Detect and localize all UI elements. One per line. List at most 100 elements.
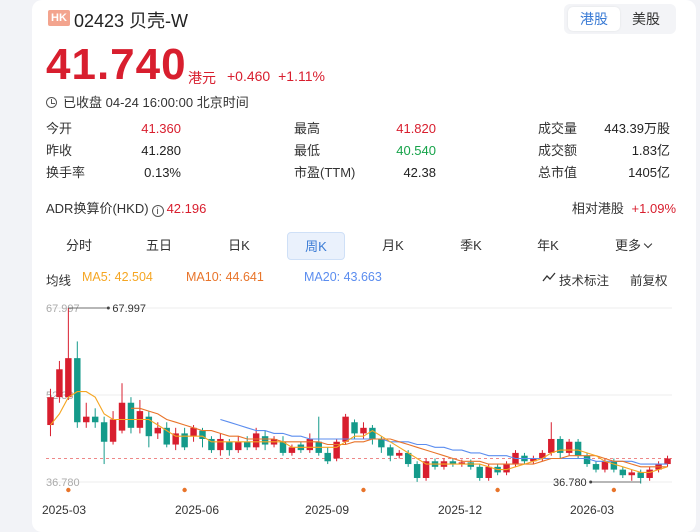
stock-header: HK 02423 贝壳-W 港股 美股 xyxy=(32,0,696,48)
ma5-line xyxy=(50,391,668,473)
adjust-mode-button[interactable]: 前复权 xyxy=(630,274,668,288)
relative-label: 相对港股 xyxy=(571,201,624,216)
candle-body xyxy=(396,452,403,456)
min-price-label: 36.780 xyxy=(553,477,587,489)
candle-body xyxy=(333,441,340,459)
tab-more[interactable]: 更多 xyxy=(600,232,666,260)
candle-body xyxy=(458,462,466,465)
tab-five-day[interactable]: 五日 xyxy=(145,238,172,253)
candle-body xyxy=(404,452,412,465)
candle-body xyxy=(145,416,153,437)
event-dot xyxy=(611,487,617,493)
last-price: 41.740 xyxy=(46,40,187,89)
tab-quarterly-k[interactable]: 季K xyxy=(460,238,482,253)
tab-yearly-k[interactable]: 年K xyxy=(537,238,559,253)
candle-body xyxy=(503,464,510,473)
max-marker-dot xyxy=(106,306,110,310)
stat-value: 41.280 xyxy=(141,143,181,158)
clock-icon xyxy=(46,97,57,108)
candle-body xyxy=(56,369,63,398)
y-tick-label: 67.997 xyxy=(46,303,80,315)
stat-label: 今开 xyxy=(46,121,73,136)
price-change: +0.460 +1.11% xyxy=(227,68,325,84)
event-dot xyxy=(66,487,71,493)
tab-intraday[interactable]: 分时 xyxy=(65,238,92,253)
candle-body xyxy=(360,427,367,434)
stat-label: 换手率 xyxy=(46,165,86,180)
candle-body xyxy=(190,427,197,437)
stat-label: 最低 xyxy=(294,143,321,158)
candle-body xyxy=(556,438,564,453)
change-percent: +1.11% xyxy=(278,68,325,84)
candle-body xyxy=(91,416,99,423)
candle-body xyxy=(181,433,188,448)
stat-label: 市盈(TTM) xyxy=(294,165,356,180)
candle-body xyxy=(476,466,483,478)
market-badge: HK xyxy=(48,10,70,26)
candle-body xyxy=(574,441,582,456)
ma-label: 均线 xyxy=(46,274,72,288)
candle-body xyxy=(235,441,242,451)
tab-us-market[interactable]: 美股 xyxy=(632,11,660,27)
event-dot xyxy=(495,487,500,493)
tech-annotation-toggle[interactable]: 技术标注 xyxy=(542,270,609,288)
chevron-down-icon xyxy=(643,239,653,249)
candle-body xyxy=(619,469,627,476)
ma20-value: MA20: 43.663 xyxy=(304,270,382,284)
stat-label: 成交量 xyxy=(538,121,578,136)
tab-hk-market[interactable]: 港股 xyxy=(568,7,620,31)
event-dot xyxy=(182,487,187,493)
stat-value: 1405亿 xyxy=(628,165,670,180)
y-tick-label: 36.780 xyxy=(46,477,80,489)
candle-body xyxy=(422,461,430,478)
tab-monthly-k[interactable]: 月K xyxy=(382,238,404,253)
stat-value: 41.820 xyxy=(396,121,436,136)
candle-body xyxy=(565,441,573,453)
stat-turnover-rate: 换手率 0.13% xyxy=(46,162,181,184)
candle-body xyxy=(288,447,296,453)
candle-body xyxy=(279,441,287,453)
ma20-line xyxy=(220,418,668,465)
stat-label: 总市值 xyxy=(538,165,578,180)
x-tick-label: 2025-09 xyxy=(305,503,349,517)
candle-body xyxy=(628,472,635,476)
candle-body xyxy=(637,472,644,478)
candle-body xyxy=(449,461,457,465)
stat-market-cap: 总市值 1405亿 xyxy=(538,162,670,184)
candle-body xyxy=(413,464,421,478)
market-status-text: 已收盘 04-24 16:00:00 北京时间 xyxy=(63,95,249,110)
tab-daily-k[interactable]: 日K xyxy=(228,238,250,253)
candle-body xyxy=(217,438,224,451)
stat-open: 今开 41.360 xyxy=(46,118,181,140)
min-marker-dot xyxy=(589,480,593,484)
market-status: 已收盘 04-24 16:00:00 北京时间 xyxy=(46,92,249,111)
candle-body xyxy=(252,433,260,448)
candle-body xyxy=(601,461,609,470)
stat-low: 最低 40.540 xyxy=(294,140,436,162)
candle-body xyxy=(199,430,206,439)
ma10-line xyxy=(131,407,668,468)
candle-body xyxy=(154,427,162,434)
info-icon[interactable]: i xyxy=(151,205,164,217)
tab-weekly-k[interactable]: 周K xyxy=(287,232,345,260)
stat-prev-close: 昨收 41.280 xyxy=(46,140,181,162)
candle-body xyxy=(47,397,54,426)
stat-value: 41.360 xyxy=(141,121,181,136)
stock-title: 02423 贝壳-W xyxy=(74,11,189,31)
x-tick-label: 2025-12 xyxy=(438,503,482,517)
stat-volume: 成交量 443.39万股 xyxy=(538,118,670,140)
candle-body xyxy=(583,455,591,465)
adr-value: 42.196 xyxy=(166,201,207,216)
candle-body xyxy=(664,458,671,465)
candle-body xyxy=(342,416,349,442)
candle-body xyxy=(324,452,331,462)
x-tick-label: 2025-03 xyxy=(42,503,86,517)
candle-body xyxy=(65,358,72,398)
candle-body xyxy=(83,416,90,423)
relative-value: +1.09% xyxy=(631,201,676,216)
relative-premium: 相对港股 +1.09% xyxy=(572,198,676,217)
candle-body xyxy=(226,441,233,451)
candle-body xyxy=(548,438,555,453)
candle-body xyxy=(243,441,251,448)
